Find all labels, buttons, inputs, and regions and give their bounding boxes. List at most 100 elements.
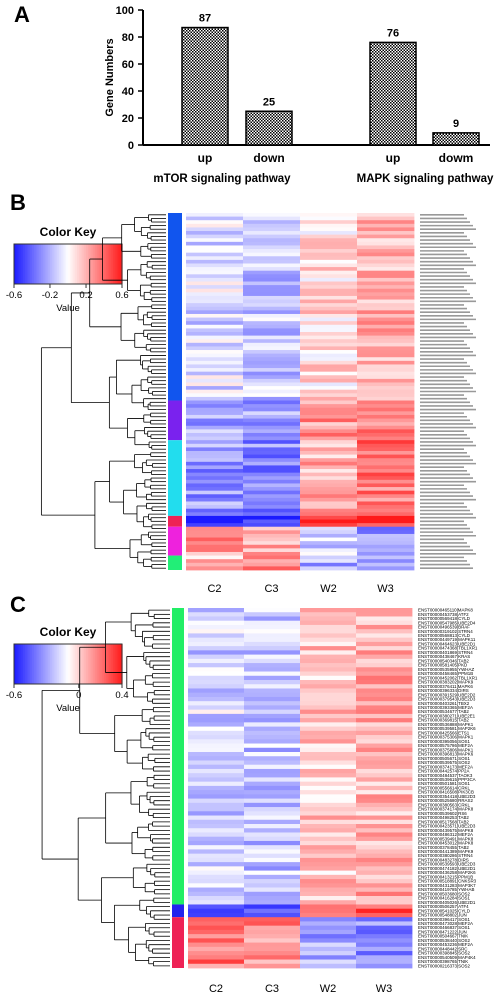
heatmap-cell: [243, 483, 301, 488]
heatmap-cell: [356, 718, 413, 723]
heatmap-cell: [300, 874, 357, 880]
heatmap-cell: [357, 321, 415, 326]
color-key-swatch: [105, 244, 109, 284]
heatmap-cell: [243, 443, 301, 448]
heatmap-cell: [188, 862, 245, 867]
heatmap-cell: [300, 389, 358, 394]
heatmap-cell: [244, 900, 301, 905]
heatmap-cell: [186, 303, 244, 308]
heatmap-cell: [243, 494, 301, 499]
color-key-swatch: [102, 644, 105, 684]
heatmap-cell: [186, 360, 244, 365]
heatmap-cell: [244, 675, 301, 681]
heatmap-cell: [357, 562, 415, 567]
heatmap-cell: [357, 238, 415, 243]
color-key-swatch: [77, 644, 80, 684]
heatmap-cell: [356, 692, 413, 698]
heatmap-cell: [357, 461, 415, 466]
color-key-swatch: [120, 244, 123, 284]
heatmap-cell: [188, 768, 245, 774]
heatmap-cell: [188, 612, 245, 617]
heatmap-cell: [300, 633, 357, 639]
color-key-swatch: [50, 644, 53, 684]
heatmap-cell: [188, 874, 245, 880]
heatmap-cell: [357, 530, 415, 535]
row-label: ENST00000439575|MAPK8: [418, 828, 474, 833]
color-key-swatch: [24, 644, 28, 684]
heatmap-cell: [188, 883, 245, 888]
heatmap-cell: [356, 904, 413, 910]
heatmap-cell: [188, 688, 245, 694]
heatmap-cell: [356, 680, 413, 685]
heatmap-cell: [300, 310, 358, 315]
heatmap-cell: [356, 675, 413, 681]
heatmap-cell: [356, 908, 413, 914]
heatmap-cell: [243, 559, 301, 564]
bar-value-label: 25: [263, 96, 275, 108]
color-key-swatch: [35, 644, 38, 684]
row-label: ENST00000539615|PPP3CA: [418, 777, 476, 782]
color-key-swatch: [105, 644, 109, 684]
color-key-swatch: [102, 244, 105, 284]
heatmap-cell: [300, 454, 358, 459]
row-label: ENST00000541025|CYLD: [418, 908, 470, 913]
color-key-swatch: [14, 244, 17, 284]
row-label: ENST00000458465|PPM1B: [418, 671, 473, 676]
color-key-swatch: [39, 244, 42, 284]
heatmap-cell: [244, 608, 301, 613]
row-label: ENST00000569418|CYLD: [418, 616, 470, 621]
heatmap-cell: [300, 267, 358, 272]
heatmap-cell: [243, 328, 301, 333]
heatmap-cell: [300, 339, 358, 344]
heatmap-cell: [356, 896, 413, 901]
heatmap-cell: [243, 451, 301, 456]
heatmap-cell: [188, 815, 245, 821]
heatmap-cell: [186, 274, 244, 279]
heatmap-cell: [300, 277, 358, 282]
row-label: ENST00000379543|UBE2D3: [418, 697, 476, 702]
heatmap-cell: [300, 608, 357, 613]
heatmap-cell: [300, 245, 358, 250]
heatmap-cell: [357, 386, 415, 391]
heatmap-cell: [356, 900, 413, 905]
color-key-swatch: [51, 644, 55, 684]
heatmap-cell: [357, 249, 415, 254]
color-key-swatch: [73, 244, 76, 284]
heatmap-cell: [300, 393, 358, 398]
heatmap-cell: [300, 418, 358, 423]
heatmap-cell: [300, 386, 358, 391]
heatmap-cell: [244, 730, 301, 736]
row-label: ENST00000464623|UBE2D1: [418, 641, 476, 646]
heatmap-cell: [186, 328, 244, 333]
cluster-side-bar: [172, 904, 184, 918]
heatmap-cell: [186, 533, 244, 538]
heatmap-cell: [186, 375, 244, 380]
heatmap-cell: [356, 608, 413, 613]
heatmap-cell: [244, 925, 301, 931]
color-key-swatch: [39, 644, 42, 684]
heatmap-cell: [186, 530, 244, 535]
row-label: ENST00000503680|SOS2: [418, 891, 471, 896]
heatmap-cell: [244, 671, 301, 677]
row-label: ENST00000436258|MAP2K6: [418, 870, 476, 875]
heatmap-cell: [357, 465, 415, 470]
color-key-swatch: [82, 644, 85, 684]
heatmap-cell: [356, 633, 413, 639]
color-key-swatch: [53, 244, 56, 284]
heatmap-cell: [186, 306, 244, 311]
heatmap-cell: [356, 696, 413, 702]
heatmap-cell: [300, 501, 358, 506]
heatmap-cell: [300, 458, 358, 463]
heatmap-cell: [186, 469, 244, 474]
heatmap-cell: [186, 483, 244, 488]
heatmap-cell: [188, 684, 245, 689]
color-key-swatch: [91, 644, 94, 684]
color-key-swatch: [89, 644, 92, 684]
heatmap-cell: [300, 917, 357, 922]
color-key-swatch: [111, 644, 114, 684]
heatmap-cell: [300, 407, 358, 412]
heatmap-cell: [300, 713, 357, 719]
heatmap-cell: [188, 891, 245, 897]
heatmap-cell: [300, 231, 358, 236]
row-label: ENST00000441389|MAPK9: [418, 849, 474, 854]
